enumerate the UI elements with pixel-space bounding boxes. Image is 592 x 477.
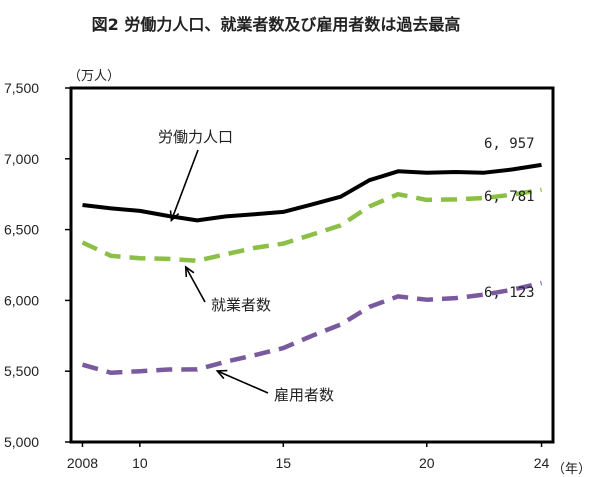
- y-unit-label: （万人）: [68, 69, 120, 84]
- x-tick-label: 24: [534, 455, 550, 471]
- y-tick-label: 7,000: [4, 151, 39, 167]
- y-tick-label: 5,500: [4, 363, 39, 379]
- callout-arrow: [217, 370, 269, 394]
- callout-arrowhead: [169, 210, 180, 223]
- series-annotation: 就業者数: [211, 296, 271, 314]
- series-annotation: 雇用者数: [274, 386, 334, 404]
- callout-arrowhead: [215, 369, 228, 380]
- callout-arrow: [170, 149, 199, 221]
- x-tick-label: 10: [132, 455, 148, 471]
- series-line-3: [81, 280, 543, 376]
- y-tick-label: 6,500: [4, 222, 39, 238]
- series-annotation: 労働力人口: [158, 128, 233, 146]
- y-tick-label: 5,000: [4, 434, 39, 450]
- series-line-2: [81, 187, 542, 264]
- series-end-label: 6, 781: [484, 189, 535, 205]
- x-tick-label: 15: [276, 455, 292, 471]
- callout-arrowhead: [184, 265, 195, 278]
- y-tick-label: 6,000: [4, 292, 39, 308]
- series-line-1: [82, 162, 542, 223]
- x-axis: 2008 10 15 20 24: [67, 442, 550, 471]
- plot-area: [69, 86, 555, 444]
- x-tick-label: 20: [419, 455, 435, 471]
- series-end-label: 6, 123: [484, 285, 535, 301]
- series-end-label: 6, 957: [484, 136, 535, 152]
- x-unit-label: （年）: [552, 462, 591, 477]
- chart-title: 図2 労働力人口、就業者数及び雇用者数は過去最高: [92, 15, 461, 34]
- x-tick-label: 2008: [67, 455, 98, 471]
- callout-arrow: [185, 266, 206, 303]
- series-group: 6, 957 6, 781 6, 123: [81, 136, 543, 376]
- y-axis: 5,000 5,500 6,000 6,500 7,000 7,500: [4, 80, 71, 450]
- y-tick-label: 7,500: [4, 80, 39, 96]
